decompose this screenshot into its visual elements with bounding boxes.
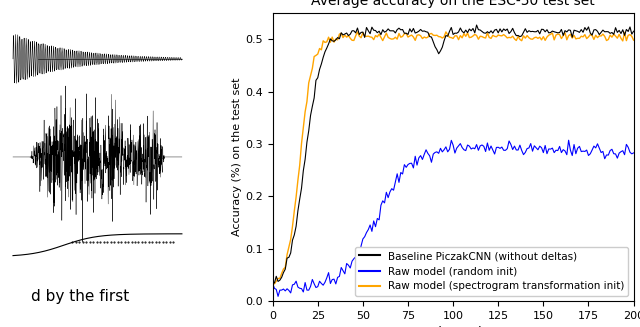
Raw model (spectrogram transformation init) [269, 279, 276, 283]
Line: Baseline PiczakCNN (without deltas): Baseline PiczakCNN (without deltas) [273, 25, 634, 283]
Raw model (random init) [271, 286, 278, 290]
Baseline PiczakCNN (without deltas) [630, 29, 637, 33]
Baseline PiczakCNN (without deltas) [271, 281, 278, 285]
Raw model (spectrogram transformation init) [442, 30, 450, 34]
Title: Average accuracy on the ESC-50 test set: Average accuracy on the ESC-50 test set [311, 0, 595, 8]
Raw model (spectrogram transformation init) [467, 35, 475, 39]
Raw model (random init) [630, 151, 637, 155]
Raw model (spectrogram transformation init) [603, 39, 611, 43]
Raw model (spectrogram transformation init) [271, 282, 278, 286]
Baseline PiczakCNN (without deltas) [403, 31, 410, 35]
Raw model (random init) [564, 138, 572, 142]
Raw model (random init) [269, 282, 276, 285]
Raw model (random init) [603, 153, 611, 157]
Legend: Baseline PiczakCNN (without deltas), Raw model (random init), Raw model (spectro: Baseline PiczakCNN (without deltas), Raw… [355, 247, 628, 296]
Y-axis label: Accuracy (%) on the test set: Accuracy (%) on the test set [232, 78, 243, 236]
Raw model (random init) [403, 165, 410, 169]
Text: d by the first: d by the first [31, 289, 129, 304]
Line: Raw model (spectrogram transformation init): Raw model (spectrogram transformation in… [273, 32, 634, 284]
Baseline PiczakCNN (without deltas) [273, 274, 280, 278]
Raw model (random init) [274, 294, 282, 298]
Raw model (random init) [303, 288, 311, 292]
Raw model (random init) [422, 148, 430, 152]
Raw model (spectrogram transformation init) [422, 36, 430, 40]
Line: Raw model (random init): Raw model (random init) [273, 140, 634, 296]
Raw model (spectrogram transformation init) [630, 38, 637, 42]
Baseline PiczakCNN (without deltas) [422, 30, 430, 34]
Raw model (spectrogram transformation init) [403, 31, 410, 35]
X-axis label: Epoch number: Epoch number [408, 326, 499, 327]
Raw model (random init) [465, 144, 473, 148]
Baseline PiczakCNN (without deltas) [473, 23, 481, 27]
Baseline PiczakCNN (without deltas) [603, 30, 611, 34]
Baseline PiczakCNN (without deltas) [465, 27, 473, 31]
Baseline PiczakCNN (without deltas) [269, 279, 276, 283]
Raw model (spectrogram transformation init) [303, 100, 311, 104]
Raw model (spectrogram transformation init) [273, 279, 280, 283]
Baseline PiczakCNN (without deltas) [303, 140, 311, 144]
